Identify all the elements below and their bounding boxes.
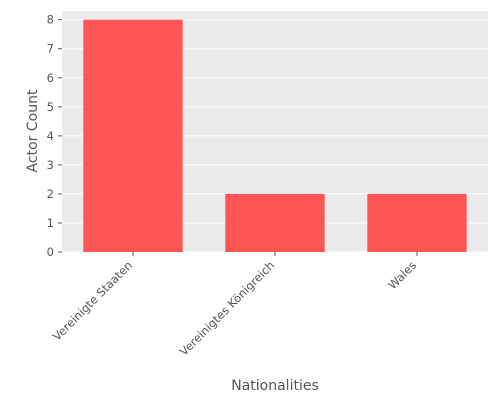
bar [225,193,325,252]
bar [83,19,183,252]
bars [83,19,467,252]
y-tick-label: 6 [47,71,54,85]
x-tick-label: Wales [385,258,419,292]
y-tick-label: 5 [47,100,54,114]
y-tick-label: 3 [47,158,54,172]
y-axis-label: Actor Count [25,89,41,172]
y-tick-label: 2 [47,187,54,201]
x-axis-label: Nationalities [231,378,319,394]
y-tick-label: 1 [47,216,54,230]
y-tick-label: 8 [47,13,54,27]
y-tick-label: 7 [47,42,54,56]
x-tick-label: Vereinigtes Königreich [177,258,277,358]
bar [367,193,467,252]
x-axis-ticks: Vereinigte Staaten Vereinigtes Königreich… [50,252,419,359]
x-tick-label: Vereinigte Staaten [50,258,135,343]
y-axis-ticks: 0 1 2 3 4 5 6 7 8 [47,13,62,259]
y-tick-label: 0 [47,245,54,259]
y-tick-label: 4 [47,129,54,143]
